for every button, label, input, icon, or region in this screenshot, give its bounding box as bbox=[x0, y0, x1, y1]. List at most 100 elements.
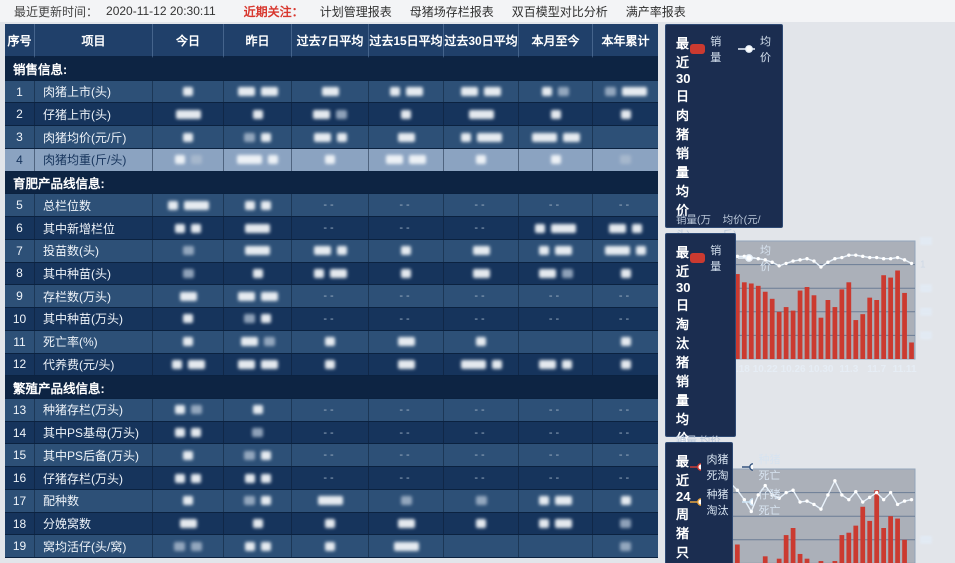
redacted-value-blob bbox=[336, 246, 347, 256]
redacted-value-blob bbox=[252, 519, 263, 529]
row-item-label: 死亡率(%) bbox=[35, 330, 153, 353]
row-value-cell: -- bbox=[369, 194, 444, 217]
column-header: 今日 bbox=[153, 24, 224, 58]
table-row[interactable]: 7 投苗数(头) bbox=[5, 239, 658, 263]
table-row[interactable]: 17 配种数 bbox=[5, 489, 658, 513]
table-row[interactable]: 19 窝均活仔(头/窝) bbox=[5, 535, 658, 559]
legend-item[interactable]: 均价 bbox=[738, 33, 776, 65]
row-value-cell bbox=[224, 80, 292, 103]
table-row[interactable]: 4 肉猪均重(斤/头) bbox=[5, 148, 658, 172]
legend-label: 销量 bbox=[710, 245, 722, 273]
legend-item[interactable]: 仔猪死亡 bbox=[742, 486, 780, 518]
row-value-cell bbox=[519, 262, 593, 285]
redacted-value-blob bbox=[244, 132, 255, 142]
empty-value-dashes: -- bbox=[399, 199, 413, 212]
empty-value-dashes: -- bbox=[618, 472, 633, 485]
row-value-cell: -- bbox=[292, 399, 369, 421]
svg-text:11.3: 11.3 bbox=[839, 364, 858, 375]
table-row[interactable]: 14 其中PS基母(万头) -- -- -- -- -- bbox=[5, 421, 658, 445]
svg-text:11.11: 11.11 bbox=[893, 364, 917, 375]
legend-label: 均价 bbox=[759, 245, 771, 273]
topbar-link-4[interactable]: 满产率报表 bbox=[625, 4, 686, 19]
table-row[interactable]: 16 仔猪存栏(万头) -- -- -- -- -- bbox=[5, 467, 658, 490]
row-value-cell bbox=[519, 103, 593, 126]
empty-value-dashes: -- bbox=[323, 472, 337, 485]
table-row[interactable]: 15 其中PS后备(万头) -- -- -- -- -- bbox=[5, 444, 658, 468]
row-item-label: 总栏位数 bbox=[35, 194, 153, 217]
column-header: 本月至今 bbox=[519, 24, 593, 58]
redacted-value-blob bbox=[245, 223, 270, 233]
table-row[interactable]: 8 其中种苗(头) bbox=[5, 262, 658, 286]
topbar-link-3[interactable]: 双百模型对比分析 bbox=[511, 4, 608, 19]
row-value-cell: -- bbox=[292, 421, 369, 444]
redacted-value-blob bbox=[620, 519, 631, 529]
row-number: 14 bbox=[5, 421, 35, 444]
redacted-value-blob bbox=[605, 246, 630, 256]
empty-value-dashes: -- bbox=[399, 426, 413, 439]
row-value-cell bbox=[224, 512, 292, 535]
row-value-cell bbox=[292, 535, 369, 558]
chart-card-pig-sales: 最近30日肉猪销量均价 销量均价 销量(万头) 均价(元/斤) 110.1410… bbox=[665, 24, 932, 375]
redacted-value-blob bbox=[261, 450, 271, 460]
legend-item[interactable]: 种猪死亡 bbox=[742, 451, 780, 483]
redacted-value-blob bbox=[389, 87, 400, 97]
legend-label: 种猪死亡 bbox=[758, 454, 781, 482]
table-row[interactable]: 3 肉猪均价(元/斤) bbox=[5, 126, 658, 149]
row-value-cell: -- bbox=[519, 308, 593, 330]
redacted-value-blob bbox=[261, 132, 271, 142]
redacted-value-blob bbox=[237, 87, 255, 97]
table-row[interactable]: 6 其中新增栏位 -- -- -- bbox=[5, 217, 658, 240]
row-value-cell bbox=[224, 285, 292, 308]
svg-text:10.22: 10.22 bbox=[753, 364, 778, 375]
row-item-label: 肉猪均重(斤/头) bbox=[35, 148, 153, 171]
redacted-value-blob bbox=[468, 109, 494, 119]
redacted-value-blob bbox=[397, 337, 415, 347]
redacted-value-blob bbox=[175, 109, 201, 119]
row-item-label: 其中PS基母(万头) bbox=[35, 421, 153, 444]
table-row[interactable]: 12 代养费(元/头) bbox=[5, 353, 658, 377]
redacted-value-blob bbox=[542, 87, 552, 97]
topbar-link-1[interactable]: 计划管理报表 bbox=[319, 4, 392, 19]
table-row[interactable]: 1 肉猪上市(头) bbox=[5, 80, 658, 104]
row-value-cell bbox=[224, 421, 292, 444]
row-value-cell: -- bbox=[444, 467, 519, 489]
row-value-cell bbox=[153, 489, 224, 512]
redacted-value-blob bbox=[260, 541, 271, 551]
legend-item[interactable]: 种猪淘汰 bbox=[690, 486, 728, 518]
empty-value-dashes: -- bbox=[618, 290, 633, 303]
table-row[interactable]: 11 死亡率(%) bbox=[5, 330, 658, 354]
redacted-value-blob bbox=[401, 246, 411, 256]
redacted-value-blob bbox=[539, 496, 549, 506]
row-value-cell bbox=[224, 148, 292, 171]
redacted-value-blob bbox=[263, 337, 275, 347]
empty-value-dashes: -- bbox=[618, 426, 633, 439]
redacted-value-blob bbox=[397, 359, 415, 369]
empty-value-dashes: -- bbox=[399, 403, 413, 416]
table-row[interactable]: 10 其中种苗(万头) -- -- -- -- -- bbox=[5, 308, 658, 331]
table-row[interactable]: 5 总栏位数 -- -- -- -- -- bbox=[5, 194, 658, 218]
column-header: 昨日 bbox=[224, 24, 292, 58]
legend-item[interactable]: 销量 bbox=[690, 242, 726, 274]
row-value-cell bbox=[519, 489, 593, 512]
row-value-cell bbox=[292, 353, 369, 376]
topbar-link-2[interactable]: 母猪场存栏报表 bbox=[409, 4, 494, 19]
legend-item[interactable]: 均价 bbox=[738, 242, 776, 274]
legend-item[interactable]: 销量 bbox=[690, 33, 726, 65]
legend-line-marker bbox=[738, 45, 755, 53]
empty-value-dashes: -- bbox=[323, 426, 337, 439]
table-row[interactable]: 13 种猪存栏(万头) -- -- -- -- -- bbox=[5, 399, 658, 422]
redacted-value-blob bbox=[325, 155, 335, 165]
row-value-cell bbox=[593, 490, 658, 512]
empty-value-dashes: -- bbox=[618, 449, 633, 462]
table-row[interactable]: 2 仔猪上市(头) bbox=[5, 103, 658, 127]
table-row[interactable]: 18 分娩窝数 bbox=[5, 512, 658, 536]
table-row[interactable]: 9 存栏数(万头) -- -- -- -- -- bbox=[5, 285, 658, 309]
legend-item[interactable]: 肉猪死淘 bbox=[690, 451, 728, 483]
row-value-cell: -- bbox=[369, 399, 444, 421]
redacted-value-blob bbox=[167, 200, 178, 210]
row-number: 8 bbox=[5, 262, 35, 285]
redacted-value-blob bbox=[244, 314, 255, 324]
row-value-cell bbox=[519, 353, 593, 376]
row-value-cell bbox=[153, 148, 224, 171]
row-value-cell bbox=[292, 262, 369, 285]
